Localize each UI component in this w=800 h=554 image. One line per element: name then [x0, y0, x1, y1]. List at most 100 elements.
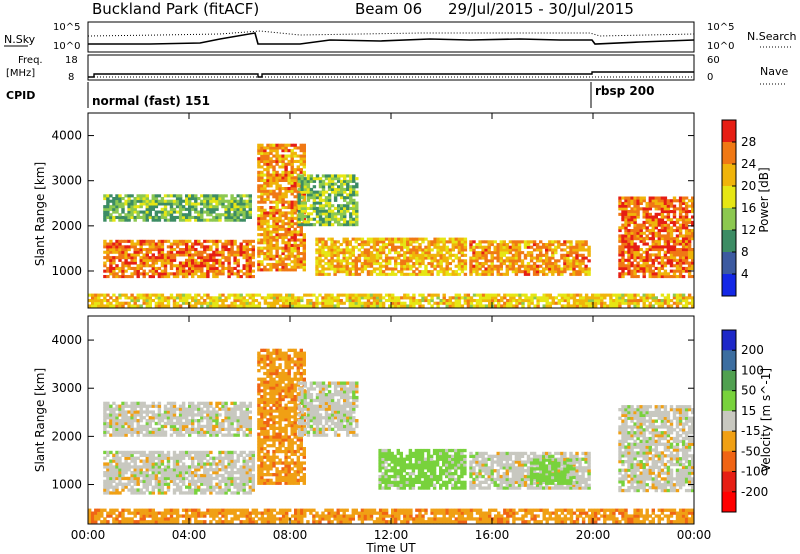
echo-cell [133, 304, 137, 308]
echo-cell [245, 468, 249, 472]
echo-cell [278, 159, 282, 163]
echo-cell [118, 242, 122, 246]
echo-cell [136, 253, 140, 257]
echo-cell [145, 471, 149, 475]
echo-cell [206, 462, 210, 466]
echo-cell [169, 207, 174, 211]
echo-cell [487, 251, 491, 255]
echo-cell [242, 482, 246, 486]
echo-cell [260, 187, 264, 191]
echo-cell [278, 224, 282, 228]
echo-cell [296, 260, 300, 264]
echo-cell [681, 223, 686, 227]
echo-cell [436, 243, 440, 247]
echo-cell [242, 202, 246, 206]
echo-cell [178, 413, 183, 417]
echo-cell [221, 253, 225, 257]
echo-cell [194, 194, 198, 198]
echo-cell [142, 465, 146, 469]
echo-cell [633, 250, 637, 254]
echo-cell [197, 253, 201, 257]
echo-cell [457, 293, 462, 297]
echo-cell [654, 215, 658, 219]
echo-cell [181, 468, 186, 472]
echo-cell [124, 239, 128, 243]
echo-cell [487, 267, 491, 271]
echo-cell [418, 299, 422, 303]
echo-cell [523, 243, 528, 247]
echo-cell [499, 248, 503, 252]
echo-cell [266, 243, 270, 247]
echo-cell [248, 253, 252, 257]
echo-cell [691, 253, 695, 257]
echo-cell [178, 205, 183, 209]
echo-cell [581, 301, 586, 305]
echo-cell [657, 212, 661, 216]
echo-cell [163, 433, 168, 437]
echo-cell [618, 275, 622, 279]
echo-cell [139, 258, 143, 262]
echo-cell [684, 231, 689, 235]
echo-cell [642, 215, 646, 219]
echo-cell [584, 270, 588, 274]
echo-cell [106, 250, 110, 254]
echo-cell [103, 456, 107, 460]
echo-cell [130, 410, 134, 414]
echo-cell [209, 485, 213, 489]
echo-cell [633, 269, 637, 273]
echo-cell [481, 304, 486, 308]
echo-cell [209, 245, 213, 249]
echo-cell [436, 262, 440, 266]
echo-cell [139, 419, 143, 423]
echo-cell [188, 413, 192, 417]
echo-cell [112, 242, 116, 246]
echo-cell [133, 491, 137, 495]
echo-cell [197, 266, 201, 270]
echo-cell [166, 482, 171, 486]
echo-cell [302, 159, 306, 163]
echo-cell [660, 226, 665, 230]
echo-cell [154, 248, 159, 252]
echo-cell [172, 471, 177, 475]
echo-cell [181, 250, 186, 254]
echo-cell [242, 248, 246, 252]
echo-cell [109, 471, 113, 475]
echo-cell [142, 239, 146, 243]
echo-cell [352, 217, 356, 221]
echo-cell [151, 413, 155, 417]
echo-cell [106, 202, 110, 206]
echo-cell [587, 270, 591, 274]
echo-cell [363, 248, 368, 252]
echo-cell [293, 211, 297, 215]
echo-cell [145, 479, 149, 483]
echo-cell [409, 243, 413, 247]
echo-cell [343, 190, 347, 194]
echo-cell [160, 491, 165, 495]
echo-cell [272, 192, 276, 196]
echo-cell [342, 270, 346, 274]
echo-cell [451, 259, 455, 263]
echo-cell [442, 240, 446, 244]
echo-cell [248, 468, 252, 472]
echo-cell [406, 243, 410, 247]
echo-cell [594, 299, 598, 303]
echo-cell [188, 427, 192, 431]
echo-cell [633, 215, 637, 219]
echo-cell [263, 299, 268, 303]
echo-cell [181, 261, 186, 265]
echo-cell [233, 459, 237, 463]
echo-cell [154, 261, 159, 265]
echo-cell [639, 253, 643, 257]
echo-cell [188, 205, 192, 209]
echo-cell [505, 272, 509, 276]
echo-cell [124, 250, 128, 254]
echo-cell [502, 245, 506, 249]
echo-cell [539, 259, 543, 263]
echo-cell [257, 246, 261, 250]
echo-cell [360, 251, 365, 255]
echo-cell [136, 293, 140, 297]
echo-cell [642, 212, 646, 216]
echo-cell [151, 194, 155, 198]
echo-cell [691, 234, 695, 238]
echo-cell [109, 413, 113, 417]
